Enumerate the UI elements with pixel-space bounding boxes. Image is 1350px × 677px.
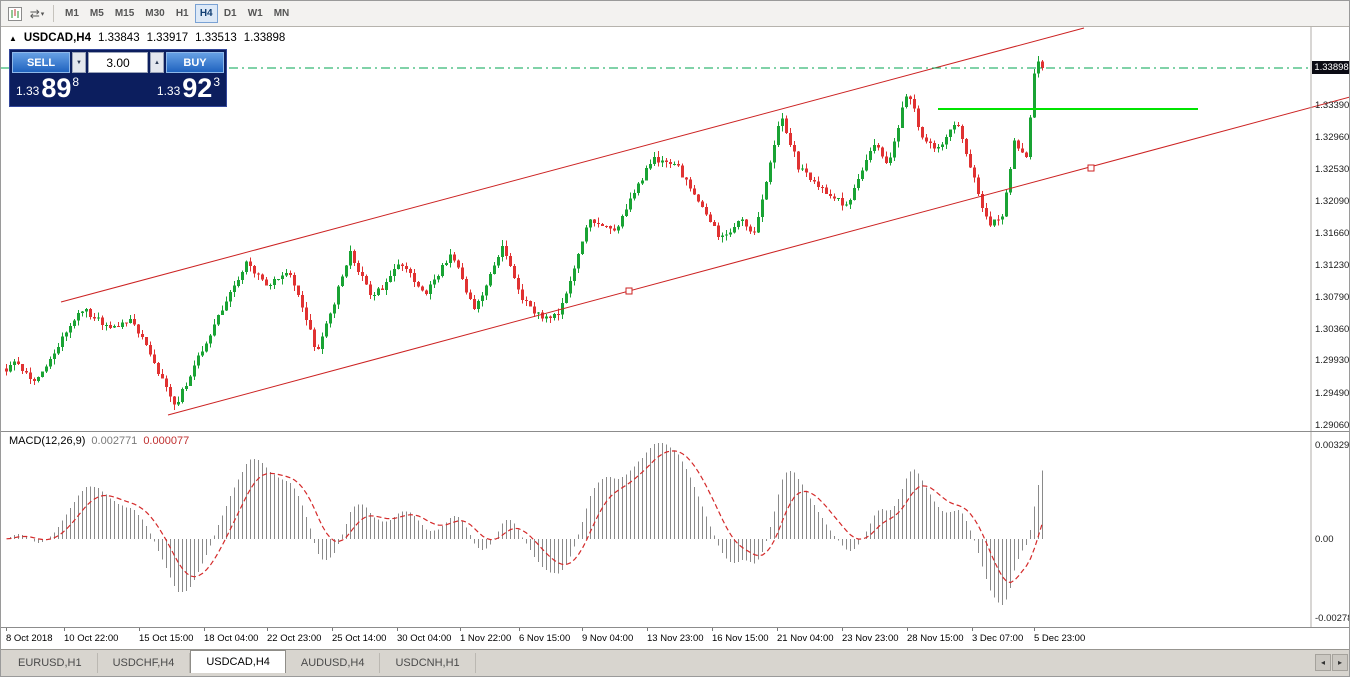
time-axis-label: 18 Oct 04:00 xyxy=(204,633,259,644)
symbol-marker-icon: ▲ xyxy=(9,33,17,43)
time-tick xyxy=(6,628,7,631)
time-axis-label: 10 Oct 22:00 xyxy=(64,633,119,644)
time-axis[interactable]: 8 Oct 2018 10 Oct 22:00 15 Oct 15:00 18 Oct… xyxy=(1,628,1349,649)
symbol-label: USDCAD,H4 xyxy=(23,32,92,44)
time-tick xyxy=(842,628,843,631)
timeframe-button-m15[interactable]: M15 xyxy=(114,8,135,19)
new-chart-icon[interactable] xyxy=(5,4,25,24)
time-tick xyxy=(64,628,65,631)
buy-button[interactable]: BUY xyxy=(166,52,224,73)
time-axis-label: 30 Oct 04:00 xyxy=(397,633,452,644)
tab-scroll-left-icon[interactable]: ◂ xyxy=(1315,654,1331,671)
time-tick xyxy=(907,628,908,631)
one-click-trading-panel: SELL ▼ ▲ BUY 1.33 89 8 1.33 92 3 xyxy=(9,49,227,107)
sell-price-prefix: 1.33 xyxy=(16,84,40,98)
timeframe-button-d1[interactable]: D1 xyxy=(223,8,237,19)
time-tick xyxy=(647,628,648,631)
chart-tab-usdchf[interactable]: USDCHF,H4 xyxy=(98,653,191,673)
time-tick xyxy=(332,628,333,631)
timeframe-button-m1[interactable]: M1 xyxy=(65,8,79,19)
ohlc-low: 1.33513 xyxy=(195,32,237,44)
time-axis-label: 5 Dec 23:00 xyxy=(1034,633,1086,644)
macd-signal-value: 0.000077 xyxy=(143,435,190,447)
time-axis-label: 6 Nov 15:00 xyxy=(519,633,571,644)
chart-cycle-icon: ⇄ xyxy=(29,6,40,21)
ohlc-close: 1.33898 xyxy=(243,32,286,44)
tab-scroll-controls: ◂ ▸ xyxy=(1315,654,1349,673)
ohlc-open: 1.33843 xyxy=(98,32,140,44)
buy-price-prefix: 1.33 xyxy=(156,84,181,98)
chart-cycle-caret-icon: ▾ xyxy=(40,10,45,18)
time-tick xyxy=(139,628,140,631)
time-tick xyxy=(460,628,461,631)
candlestick-glyph xyxy=(8,6,22,21)
macd-main-value: 0.002771 xyxy=(91,435,138,447)
timeframe-button-m30[interactable]: M30 xyxy=(145,8,165,19)
time-axis-label: 23 Nov 23:00 xyxy=(842,633,899,644)
chart-cycle-button[interactable]: ⇄ ▾ xyxy=(27,4,47,24)
buy-price-pip: 3 xyxy=(213,75,220,89)
toolbar-separator xyxy=(53,5,54,22)
time-axis-label: 13 Nov 23:00 xyxy=(647,633,704,644)
buy-price: 1.33 92 3 xyxy=(156,73,220,103)
volume-increase-button[interactable]: ▲ xyxy=(150,52,164,73)
timeframe-button-h4[interactable]: H4 xyxy=(194,4,218,23)
time-axis-label: 9 Nov 04:00 xyxy=(582,633,634,644)
time-axis-label: 3 Dec 07:00 xyxy=(972,633,1024,644)
timeframe-button-h1[interactable]: H1 xyxy=(175,8,189,19)
timeframe-bar: M1 M5 M15 M30 H1 H4 D1 W1 MN xyxy=(60,4,294,23)
time-tick xyxy=(1034,628,1035,631)
chart-tab-usdcad[interactable]: USDCAD,H4 xyxy=(190,650,286,673)
volume-input[interactable] xyxy=(88,52,148,73)
time-axis-label: 21 Nov 04:00 xyxy=(777,633,834,644)
time-axis-label: 25 Oct 14:00 xyxy=(332,633,387,644)
timeframe-button-m5[interactable]: M5 xyxy=(89,8,104,19)
timeframe-button-mn[interactable]: MN xyxy=(273,8,290,19)
time-tick xyxy=(712,628,713,631)
buy-price-big: 92 xyxy=(182,73,213,103)
time-tick xyxy=(397,628,398,631)
time-tick xyxy=(777,628,778,631)
macd-label: MACD(12,26,9) xyxy=(9,435,86,447)
tab-scroll-right-icon[interactable]: ▸ xyxy=(1332,654,1348,671)
sell-price: 1.33 89 8 xyxy=(16,73,80,103)
bottom-strip xyxy=(1,673,1349,676)
time-axis-label: 15 Oct 15:00 xyxy=(139,633,194,644)
time-tick xyxy=(582,628,583,631)
time-tick xyxy=(972,628,973,631)
chart-tab-usdcnh[interactable]: USDCNH,H1 xyxy=(380,653,476,673)
time-axis-label: 22 Oct 23:00 xyxy=(267,633,322,644)
time-tick xyxy=(204,628,205,631)
time-axis-label: 1 Nov 22:00 xyxy=(460,633,512,644)
chart-tab-audusd[interactable]: AUDUSD,H4 xyxy=(286,653,381,673)
volume-decrease-button[interactable]: ▼ xyxy=(72,52,86,73)
sell-price-big: 89 xyxy=(41,73,72,103)
time-axis-label: 16 Nov 15:00 xyxy=(712,633,769,644)
sell-button[interactable]: SELL xyxy=(12,52,70,73)
time-tick xyxy=(267,628,268,631)
sell-price-pip: 8 xyxy=(72,75,80,89)
chart-tabbar: EURUSD,H1 USDCHF,H4 USDCAD,H4 AUDUSD,H4 USDC… xyxy=(1,649,1349,673)
macd-header: MACD(12,26,9) 0.002771 0.000077 xyxy=(9,435,189,447)
ohlc-high: 1.33917 xyxy=(146,32,189,44)
time-tick xyxy=(519,628,520,631)
chart-ohlc-header: ▲ USDCAD,H4 1.33843 1.33917 1.33513 1.33… xyxy=(9,32,285,44)
timeframe-button-w1[interactable]: W1 xyxy=(247,8,263,19)
chart-tabs: EURUSD,H1 USDCHF,H4 USDCAD,H4 AUDUSD,H4 USDC… xyxy=(3,650,476,673)
toolbar: ⇄ ▾ M1 M5 M15 M30 H1 H4 D1 W1 MN xyxy=(1,1,1349,27)
chart-tab-eurusd[interactable]: EURUSD,H1 xyxy=(3,653,98,673)
time-axis-label: 28 Nov 15:00 xyxy=(907,633,964,644)
time-axis-label: 8 Oct 2018 xyxy=(6,633,53,644)
